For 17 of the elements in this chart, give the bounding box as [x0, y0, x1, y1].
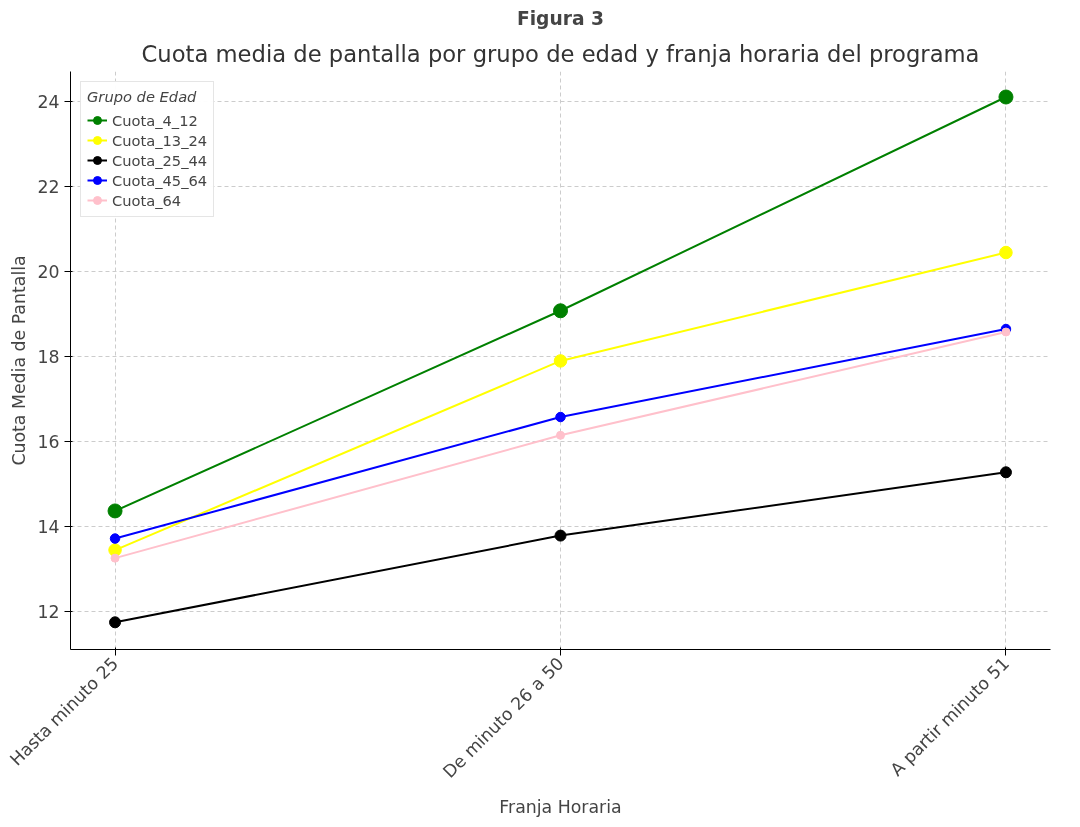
y-tick-label: 20: [37, 261, 60, 282]
y-tick-label: 18: [37, 346, 60, 367]
y-tick-label: 12: [37, 601, 60, 622]
x-axis-title: Franja Horaria: [499, 797, 622, 818]
y-tick-label: 22: [37, 176, 60, 197]
y-tick-label: 16: [37, 431, 60, 452]
y-tick-label: 14: [37, 516, 60, 537]
legend-title: Grupo de Edad: [87, 88, 198, 105]
chart-subtitle: Cuota media de pantalla por grupo de edad y franja horaria del programa: [141, 40, 980, 67]
legend-label: Cuota_25_44: [112, 151, 208, 169]
y-axis-title: Cuota Media de Pantalla: [9, 255, 30, 466]
legend-label: Cuota_45_64: [112, 171, 208, 189]
legend-label: Cuota_64: [112, 191, 182, 209]
chart-title: Figura 3: [516, 7, 605, 29]
legend-label: Cuota_4_12: [112, 111, 198, 129]
legend-label: Cuota_13_24: [112, 131, 208, 149]
y-tick-label: 24: [37, 91, 60, 112]
